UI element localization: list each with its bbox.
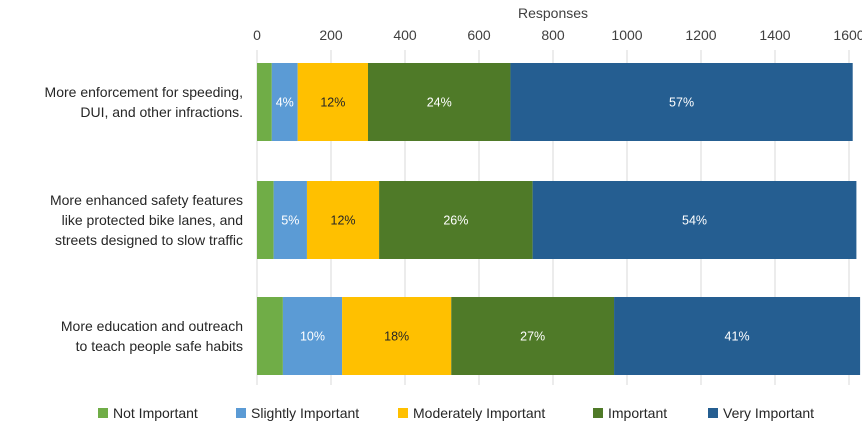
legend-label: Moderately Important [413,405,545,421]
x-tick-label: 600 [467,27,491,43]
bar-segment [510,63,853,141]
data-label: 41% [725,330,750,344]
bar-segment [257,297,283,375]
bar-segment [532,181,857,259]
data-label: 26% [443,214,468,228]
y-axis-categories: More enforcement for speeding, DUI, and o… [45,84,243,354]
bar-segment [451,297,615,375]
data-label: 4% [276,96,294,110]
bar-segment [271,63,298,141]
bar-segment [282,297,343,375]
bar-segment [379,181,533,259]
bar-segment [257,63,272,141]
data-label: 5% [281,214,299,228]
legend-label: Not Important [113,405,198,421]
bar-segment [342,297,452,375]
legend-swatch [593,408,603,418]
x-axis-title: Responses [518,5,588,21]
legend-label: Important [608,405,667,421]
legend-swatch [708,408,718,418]
data-label: 57% [669,96,694,110]
x-tick-label: 1200 [685,27,716,43]
bar-segment [614,297,861,375]
x-axis-ticks: 0 200 400 600 800 1000 1200 1400 1600 [253,27,862,43]
bars: 4% 12% 24% 57% 5% 12% 26% 54% 10% 18% 27% 41% [257,63,861,375]
data-label: 18% [384,330,409,344]
x-tick-label: 200 [319,27,343,43]
x-tick-label: 800 [541,27,565,43]
bar-segment [368,63,511,141]
data-label: 12% [331,214,356,228]
bar-segment [297,63,368,141]
x-tick-label: 0 [253,27,261,43]
bar-segment [257,181,274,259]
category-label: More enforcement for speeding, DUI, and o… [45,84,243,120]
x-tick-label: 400 [393,27,417,43]
bar-segment [273,181,307,259]
x-tick-label: 1600 [833,27,862,43]
legend-label: Slightly Important [251,405,359,421]
data-label: 54% [682,214,707,228]
category-label: More education and outreach to teach peop… [61,318,243,354]
legend-swatch [236,408,246,418]
legend-swatch [398,408,408,418]
category-label: More enhanced safety features like protec… [50,192,243,248]
x-tick-label: 1000 [611,27,642,43]
x-tick-label: 1400 [759,27,790,43]
legend: Not Important Slightly Important Moderatel… [98,405,814,421]
data-label: 24% [427,96,452,110]
legend-label: Very Important [723,405,814,421]
data-label: 27% [520,330,545,344]
data-label: 10% [300,330,325,344]
legend-swatch [98,408,108,418]
bar-segment [306,181,380,259]
data-label: 12% [320,96,345,110]
